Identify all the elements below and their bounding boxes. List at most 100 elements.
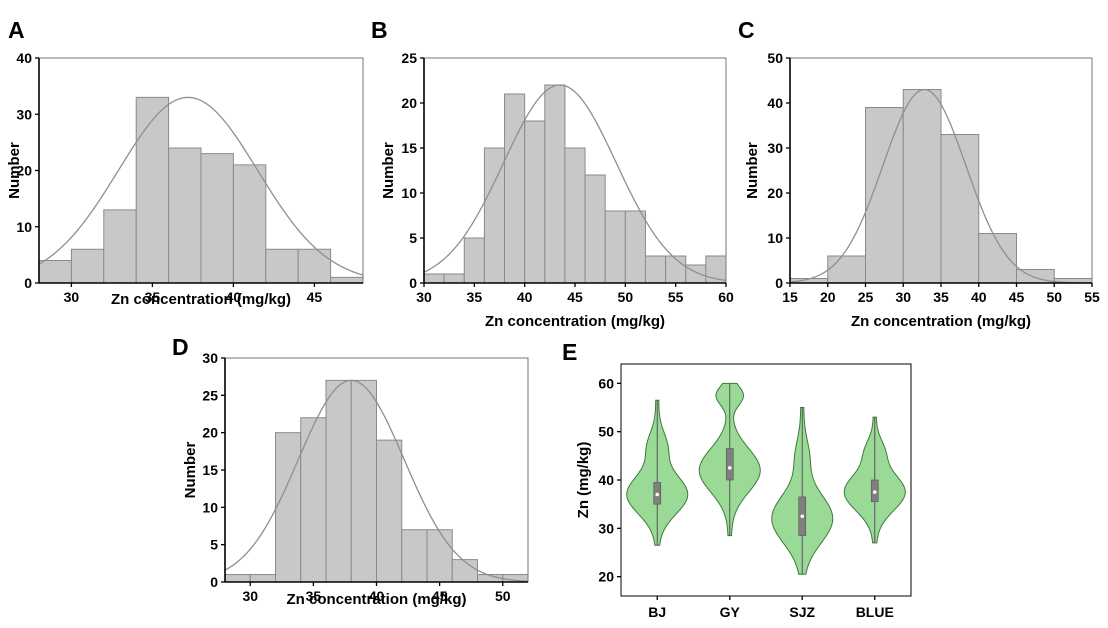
y-tick-label: 5: [210, 537, 218, 553]
x-tick-label: 20: [820, 289, 836, 305]
y-tick-label: 20: [767, 185, 783, 201]
histogram-bar: [200, 153, 234, 284]
x-tick-label: GY: [720, 604, 741, 620]
x-tick-label: 35: [933, 289, 949, 305]
histogram-bar: [350, 379, 377, 583]
y-axis-label: Zn (mg/kg): [575, 442, 592, 519]
histogram-bar: [249, 574, 276, 583]
histogram-bar: [265, 248, 299, 284]
y-tick-label: 5: [409, 230, 417, 246]
iqr-box: [725, 448, 734, 481]
x-axis-label: Zn concentration (mg/kg): [287, 591, 467, 608]
x-tick-label: 45: [307, 289, 323, 305]
histogram-bar: [665, 255, 687, 284]
x-tick-label: 45: [567, 289, 583, 305]
histogram-bar: [103, 209, 137, 284]
histogram-bar: [325, 379, 352, 583]
histogram-bar: [423, 273, 445, 284]
y-tick-label: 0: [775, 275, 783, 291]
histogram-bar: [624, 210, 646, 284]
x-tick-label: 30: [895, 289, 911, 305]
y-tick-label: 10: [767, 230, 783, 246]
histogram-bar: [443, 273, 465, 284]
histogram-bar: [330, 276, 364, 284]
panel-b: B 0 5 10 15 20 25 30 35 40 45 50 55 60 Zn concentratio…: [371, 17, 734, 330]
normal-fit-curve: [224, 379, 529, 582]
y-tick-label: 0: [409, 275, 417, 291]
x-tick-label: 15: [782, 289, 798, 305]
histogram-bar: [38, 260, 72, 284]
histogram-bar: [524, 120, 546, 284]
median-dot: [800, 514, 805, 519]
x-tick-label: 50: [495, 588, 511, 604]
y-tick-label: 50: [598, 424, 614, 440]
histogram-bar: [300, 417, 327, 583]
histogram-bar: [232, 164, 267, 284]
histogram-bar: [135, 96, 170, 284]
x-tick-label: 30: [416, 289, 432, 305]
normal-fit-curve: [423, 84, 727, 282]
y-tick-label: 40: [598, 472, 614, 488]
histogram-bar: [865, 107, 904, 284]
y-tick-label: 50: [767, 50, 783, 66]
y-tick-label: 0: [24, 275, 32, 291]
y-axis-label: Number: [380, 142, 397, 199]
panel-d: D 0 5 10 15 20 25 30 30 35 40 45 50 Zn concentration …: [172, 334, 529, 608]
y-tick-label: 20: [202, 425, 218, 441]
x-axis-label: Zn concentration (mg/kg): [851, 313, 1031, 330]
histogram-bar: [463, 237, 485, 284]
x-tick-label: 35: [467, 289, 483, 305]
x-tick-label: 55: [1084, 289, 1100, 305]
y-tick-label: 10: [401, 185, 417, 201]
histogram-bar: [401, 529, 428, 583]
y-tick-label: 30: [598, 520, 614, 536]
panel-c: C 0 10 20 30 40 50 15 20 25 30 35 40 45 50 55 Zn concent…: [738, 17, 1100, 330]
panel-a: A 0 10 20 30 40 30 35 40 45 Zn concentration (mg/k…: [6, 17, 364, 308]
x-tick-label: 30: [242, 588, 258, 604]
y-tick-label: 15: [401, 140, 417, 156]
y-tick-label: 20: [401, 95, 417, 111]
histogram-bar: [297, 248, 332, 284]
x-tick-label: 45: [432, 588, 448, 604]
histogram-bar: [584, 174, 606, 284]
y-tick-label: 20: [598, 569, 614, 585]
panel-letter: B: [371, 17, 388, 43]
histogram-bar: [70, 248, 105, 284]
x-tick-label: 40: [517, 289, 533, 305]
y-tick-label: 60: [598, 375, 614, 391]
y-tick-label: 0: [210, 574, 218, 590]
y-tick-label: 25: [202, 387, 218, 403]
y-tick-label: 10: [16, 219, 32, 235]
panel-letter: E: [562, 339, 577, 365]
histogram-bar: [451, 559, 478, 583]
histogram-bar: [168, 147, 202, 284]
x-axis-label: Zn concentration (mg/kg): [485, 313, 665, 330]
x-tick-label: 30: [64, 289, 80, 305]
x-tick-label: 40: [971, 289, 987, 305]
histogram-bar: [275, 432, 302, 583]
y-axis-label: Number: [744, 142, 761, 199]
histogram-bar: [604, 210, 626, 284]
y-tick-label: 10: [202, 499, 218, 515]
x-tick-label: 45: [1009, 289, 1025, 305]
histogram-bar: [224, 574, 251, 583]
histogram-bar: [685, 264, 707, 284]
x-tick-label: BJ: [648, 604, 666, 620]
panel-letter: A: [8, 17, 25, 43]
x-tick-label: 60: [718, 289, 734, 305]
y-axis-label: Number: [182, 442, 199, 499]
histogram-bar: [940, 134, 980, 284]
histogram-bar: [902, 89, 942, 284]
histogram-bar: [827, 255, 866, 284]
y-tick-label: 25: [401, 50, 417, 66]
histogram-bar: [426, 529, 453, 583]
x-tick-label: BLUE: [856, 604, 894, 620]
x-tick-label: 50: [618, 289, 634, 305]
x-axis-label: Zn concentration (mg/kg): [111, 291, 291, 308]
histogram-bar: [644, 255, 667, 284]
x-tick-label: SJZ: [789, 604, 815, 620]
x-tick-label: 50: [1046, 289, 1062, 305]
x-tick-label: 35: [306, 588, 322, 604]
x-tick-label: 40: [226, 289, 242, 305]
